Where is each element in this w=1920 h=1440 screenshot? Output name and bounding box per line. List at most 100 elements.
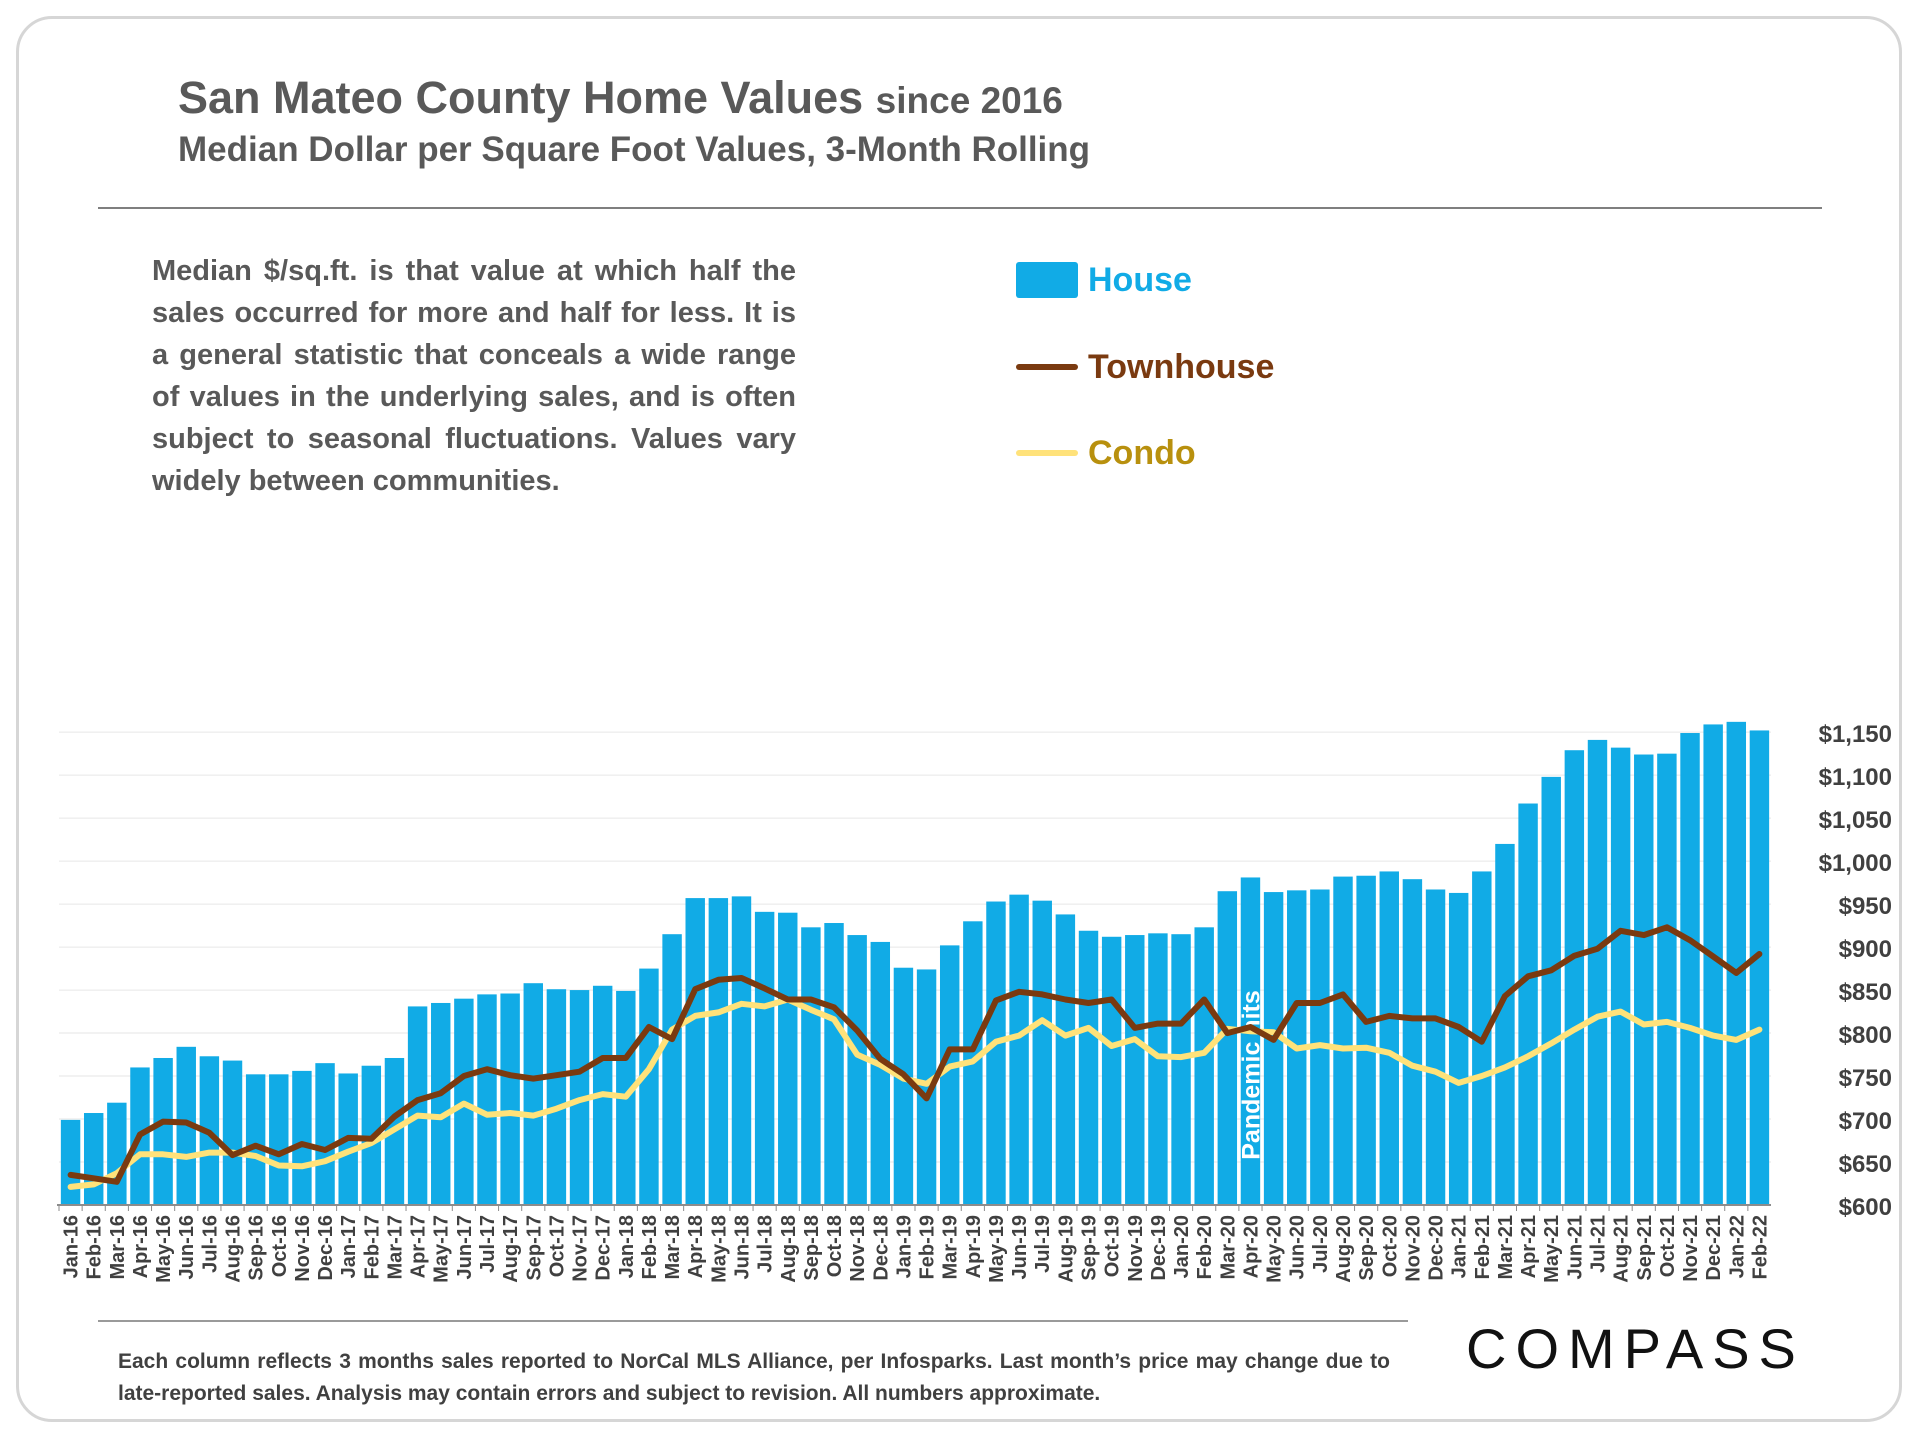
x-tick-label: Apr-19 [963,1215,985,1278]
x-tick-label: Jun-21 [1564,1215,1586,1279]
title-suffix: since 2016 [875,80,1063,121]
house-bar [176,1046,196,1205]
x-tick-label: Mar-19 [940,1215,962,1279]
explanatory-note: Median $/sq.ft. is that value at which h… [152,255,796,497]
y-tick-label: $1,000 [1819,850,1892,877]
x-tick-label: Apr-17 [408,1215,430,1278]
pandemic-annotation: Pandemic hits [1237,990,1265,1160]
x-tick-label: Aug-20 [1333,1215,1355,1283]
house-bar [245,1074,266,1205]
x-tick-label: Oct-16 [269,1215,291,1277]
house-bar [523,983,543,1205]
house-bar [1448,892,1469,1205]
x-tick-label: Aug-16 [223,1215,245,1283]
x-tick-label: Nov-17 [570,1215,592,1282]
x-tick-label: Jul-19 [1032,1215,1054,1273]
house-bar [1402,879,1423,1205]
house-bar [1101,936,1122,1205]
title-divider [98,207,1822,209]
x-tick-label: Apr-16 [130,1215,152,1278]
x-tick-label: Aug-19 [1055,1215,1077,1283]
house-bar [1703,724,1723,1205]
house-bar [407,1006,428,1205]
x-tick-label: Mar-17 [384,1215,406,1279]
x-tick-label: Jan-18 [616,1215,638,1278]
x-tick-label: Jul-21 [1587,1215,1609,1273]
y-tick-label: $900 [1839,936,1892,963]
x-tick-label: Jul-18 [755,1215,777,1273]
x-tick-label: Oct-18 [824,1215,846,1277]
x-tick-label: Dec-20 [1426,1215,1448,1281]
x-tick-label: Aug-17 [500,1215,522,1283]
x-tick-label: Aug-18 [778,1215,800,1283]
house-bar [1148,933,1168,1205]
legend-condo: Condo [1016,428,1196,478]
house-bar [1657,753,1677,1205]
x-tick-label: Feb-21 [1472,1215,1494,1279]
title-main: San Mateo County Home Values [178,72,864,123]
y-tick-label: $700 [1839,1108,1892,1135]
condo-line [67,996,1763,1190]
x-tick-label: Dec-18 [870,1215,892,1281]
house-bar [477,994,497,1205]
house-bar [1680,733,1700,1205]
house-bar [1356,875,1376,1205]
x-tick-label: Mar-16 [107,1215,129,1279]
x-tick-label: Feb-18 [639,1215,661,1279]
x-tick-label: May-17 [431,1215,453,1283]
x-tick-label: Nov-18 [847,1215,869,1282]
house-bar [1518,803,1538,1205]
house-bar [1610,747,1631,1205]
house-bar [1564,750,1585,1205]
x-tick-label: Jan-19 [893,1215,915,1278]
house-bar [893,967,914,1205]
house-bar [662,934,682,1205]
house-bar [1009,894,1029,1205]
x-tick-label: Oct-17 [546,1215,568,1277]
footer-divider [98,1320,1408,1322]
house-bar [222,1060,243,1205]
house-bar [708,898,729,1205]
x-tick-label: Nov-20 [1402,1215,1424,1282]
house-bar [1425,889,1446,1205]
house-bar [939,945,960,1205]
x-tick-label: Dec-21 [1703,1215,1725,1281]
y-tick-label: $1,100 [1819,764,1892,791]
x-tick-label: Dec-16 [315,1215,337,1281]
x-tick-label: Jul-17 [477,1215,499,1273]
house-bar [107,1102,127,1205]
compass-logo: COMPASS [1466,1317,1805,1380]
x-tick-label: Sep-21 [1634,1215,1656,1281]
house-bar [731,896,752,1205]
x-tick-label: May-16 [153,1215,175,1283]
house-bar [916,969,937,1205]
house-bar [824,923,844,1205]
x-tick-label: Oct-20 [1379,1215,1401,1277]
house-bar [1541,776,1561,1205]
house-bar [1078,930,1099,1205]
x-tick-label: Oct-21 [1657,1215,1679,1277]
house-bar [1263,892,1284,1205]
house-bar [754,911,775,1205]
x-tick-label: Oct-19 [1102,1215,1124,1277]
house-bar [1055,914,1076,1205]
x-tick-label: Nov-19 [1125,1215,1147,1282]
chart-subtitle: Median Dollar per Square Foot Values, 3-… [178,130,1091,169]
y-tick-label: $750 [1839,1065,1892,1092]
x-tick-label: Sep-18 [801,1215,823,1281]
x-tick-label: Sep-20 [1356,1215,1378,1281]
y-tick-label: $1,050 [1819,807,1892,834]
house-bar [315,1063,335,1205]
x-tick-label: Apr-20 [1240,1215,1262,1278]
house-bar [269,1074,289,1205]
x-tick-label: Jan-22 [1726,1215,1748,1278]
y-tick-label: $800 [1839,1022,1892,1049]
x-tick-label: Dec-17 [593,1215,615,1281]
house-bar [153,1057,173,1205]
footnote: Each column reflects 3 months sales repo… [118,1350,1390,1405]
house-bar [778,912,798,1205]
legend-house-swatch [1016,262,1078,298]
house-bar [1032,900,1052,1205]
x-tick-label: Jun-20 [1287,1215,1309,1279]
x-tick-label: Sep-16 [246,1215,268,1281]
